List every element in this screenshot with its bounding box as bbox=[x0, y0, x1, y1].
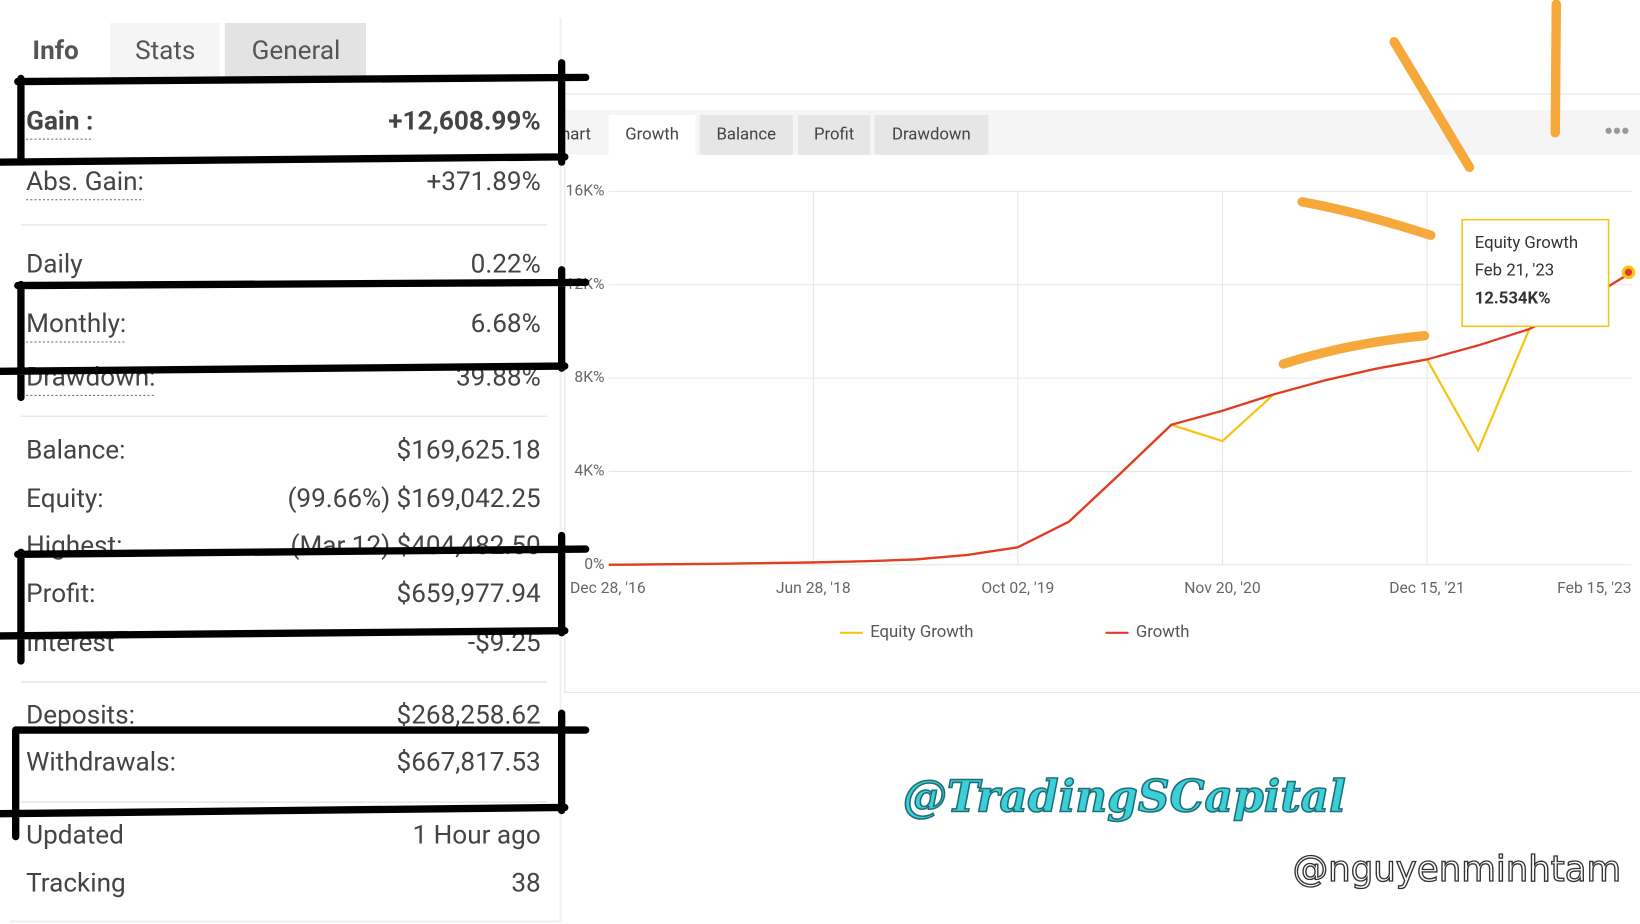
stat-label: Daily bbox=[26, 250, 83, 280]
stat-value: 1 Hour ago bbox=[413, 821, 541, 851]
legend-label: Equity Growth bbox=[870, 622, 973, 642]
stat-value: $404,482.50 bbox=[397, 531, 541, 561]
marker-box bbox=[0, 709, 590, 841]
menu-dot[interactable] bbox=[1605, 127, 1612, 134]
stat-label: Balance: bbox=[26, 436, 125, 466]
chart-tab[interactable] bbox=[699, 115, 793, 155]
chart-tab-label: Profit bbox=[814, 124, 854, 144]
stat-value: $667,817.53 bbox=[397, 747, 541, 777]
series-line bbox=[608, 271, 1633, 566]
tab-bg bbox=[109, 23, 220, 82]
info-panel: Info Stats General Gain : +12,608.99% Abs. Ga… bbox=[8, 15, 562, 923]
tab-label[interactable]: Stats bbox=[135, 36, 195, 66]
stat-value: $659,977.94 bbox=[397, 579, 541, 609]
x-tick-label: Oct 02, '19 bbox=[981, 578, 1054, 597]
stroke bbox=[1389, 37, 1475, 173]
marker-box bbox=[0, 266, 590, 402]
stat-value: $268,258.62 bbox=[397, 700, 541, 730]
tooltip-point bbox=[1621, 265, 1636, 280]
x-tick-label: Dec 15, '21 bbox=[1389, 578, 1465, 597]
stat-value: 38 bbox=[511, 869, 540, 899]
x-tick-label: Feb 15, '23 bbox=[1557, 578, 1631, 597]
stat-value: 6.68% bbox=[471, 309, 541, 339]
stat-value: $169,625.18 bbox=[397, 436, 541, 466]
tab-label[interactable]: General bbox=[252, 36, 341, 66]
stat-label: Gain : bbox=[26, 106, 93, 136]
stat-label: Monthly: bbox=[26, 309, 126, 339]
stat-value: +12,608.99% bbox=[388, 106, 540, 136]
stat-note: (99.66%) bbox=[287, 484, 390, 514]
stat-label: Updated bbox=[26, 821, 124, 851]
stat-value: +371.89% bbox=[426, 167, 540, 197]
chart-tab[interactable] bbox=[608, 115, 696, 155]
marker-boxes bbox=[0, 59, 590, 841]
stat-note: (Mar 12) bbox=[291, 531, 391, 561]
chart-tab-label: Growth bbox=[625, 124, 679, 144]
chart-tab[interactable] bbox=[874, 115, 989, 155]
panel-bg bbox=[8, 15, 560, 921]
x-tick-label: Jun 28, '18 bbox=[776, 578, 851, 597]
stat-label: Deposits: bbox=[26, 700, 135, 730]
annotations bbox=[0, 0, 1562, 841]
menu-dot[interactable] bbox=[1622, 127, 1629, 134]
watermark: @TradingSCapital bbox=[903, 772, 1346, 823]
y-tick-label: 8K% bbox=[574, 367, 604, 386]
stat-value: $169,042.25 bbox=[397, 484, 541, 514]
chart-tab-label: Drawdown bbox=[892, 124, 971, 144]
tooltip-date: Feb 21, '23 bbox=[1475, 260, 1554, 280]
tab-bg bbox=[224, 23, 367, 82]
legend-label: Growth bbox=[1136, 622, 1190, 642]
chart-tab[interactable] bbox=[798, 115, 871, 155]
stroke bbox=[1297, 197, 1436, 241]
stat-label: Tracking bbox=[26, 869, 126, 899]
y-tick-label: 4K% bbox=[574, 461, 604, 480]
menu-dot[interactable] bbox=[1613, 127, 1621, 134]
chart-panel: Chart Growth Balance Profit Drawdown0%4K%8K%… bbox=[550, 93, 1640, 693]
stroke bbox=[1278, 331, 1430, 369]
chart-tab-label: Balance bbox=[716, 124, 776, 144]
tooltip-value: 12.534K% bbox=[1475, 289, 1551, 309]
x-tick-label: Dec 28, '16 bbox=[570, 578, 646, 597]
y-tick-label: 16K% bbox=[566, 181, 605, 200]
stat-label: Equity: bbox=[26, 484, 103, 514]
orange-strokes bbox=[1278, 0, 1562, 369]
stroke bbox=[1550, 0, 1562, 138]
tooltip-box bbox=[1461, 218, 1610, 328]
stat-label: Profit: bbox=[26, 579, 95, 609]
stat-label: Abs. Gain: bbox=[26, 167, 144, 197]
tooltip-title: Equity Growth bbox=[1475, 233, 1578, 253]
y-tick-label: 0% bbox=[584, 554, 604, 573]
x-tick-label: Nov 20, '20 bbox=[1184, 578, 1260, 597]
marker-box bbox=[0, 531, 590, 665]
tab-label[interactable]: Info bbox=[32, 36, 78, 66]
stat-label: Withdrawals: bbox=[26, 747, 176, 777]
watermark: @nguyenminhtam bbox=[1293, 849, 1622, 890]
chart-frame bbox=[564, 93, 1640, 693]
marker-box bbox=[0, 59, 590, 166]
stat-value: 0.22% bbox=[471, 250, 541, 280]
